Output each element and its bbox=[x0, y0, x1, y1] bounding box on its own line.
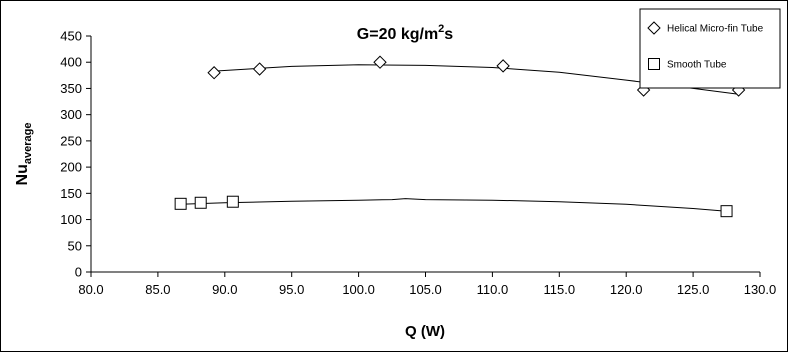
legend-marker-smooth-tube bbox=[648, 58, 660, 70]
y-axis-title-main: Nu bbox=[14, 164, 31, 185]
data-point-smooth-tube bbox=[174, 197, 187, 210]
legend-box bbox=[639, 8, 781, 89]
x-tick-label: 115.0 bbox=[544, 282, 576, 297]
x-tick-label: 130.0 bbox=[744, 282, 777, 297]
x-tick-label: 120.0 bbox=[610, 282, 643, 297]
y-axis-title-subscript: average bbox=[22, 123, 34, 165]
data-point-helical-micro-fin-tube bbox=[207, 66, 221, 80]
y-tick-label: 150 bbox=[60, 186, 82, 201]
chart-title: G=20 kg/m2s bbox=[357, 23, 454, 43]
chart-title-superscript: 2 bbox=[438, 23, 444, 35]
x-tick-label: 125.0 bbox=[677, 282, 710, 297]
data-point-smooth-tube bbox=[720, 205, 733, 218]
legend-label-helical-micro-fin-tube: Helical Micro-fin Tube bbox=[667, 24, 764, 35]
chart-title-tail: s bbox=[444, 26, 453, 43]
y-tick-label: 250 bbox=[60, 133, 82, 148]
y-axis-ticks: 0 50 100 150 200 250 300 350 400 450 bbox=[60, 29, 91, 280]
x-axis-title: Q (W) bbox=[405, 323, 445, 340]
y-axis-title: Nuaverage bbox=[14, 123, 34, 186]
data-point-helical-micro-fin-tube bbox=[252, 62, 267, 76]
y-tick-label: 50 bbox=[68, 238, 82, 253]
series-smooth-tube bbox=[174, 195, 733, 218]
legend: Helical Micro-fin Tube Smooth Tube bbox=[639, 8, 781, 89]
data-point-helical-micro-fin-tube bbox=[373, 55, 387, 69]
trend-line-smooth-tube bbox=[180, 198, 727, 212]
y-tick-label: 200 bbox=[60, 160, 82, 175]
legend-items: Helical Micro-fin Tube Smooth Tube bbox=[647, 21, 764, 71]
legend-label-smooth-tube: Smooth Tube bbox=[667, 60, 727, 71]
y-tick-label: 400 bbox=[60, 55, 82, 70]
x-tick-label: 90.0 bbox=[212, 282, 237, 297]
data-point-helical-micro-fin-tube bbox=[496, 59, 510, 73]
chart-title-main: G=20 kg/m bbox=[357, 26, 438, 43]
y-tick-label: 300 bbox=[60, 107, 82, 122]
x-axis-ticks: 80.0 85.0 90.0 95.0 100.0 105.0 110.0 115.0 120.… bbox=[78, 272, 776, 297]
x-tick-label: 110.0 bbox=[477, 282, 509, 297]
y-tick-label: 0 bbox=[75, 265, 82, 280]
legend-marker-helical-micro-fin-tube bbox=[647, 21, 661, 35]
y-tick-label: 450 bbox=[60, 29, 82, 44]
data-point-smooth-tube bbox=[226, 195, 239, 208]
x-tick-label: 95.0 bbox=[279, 282, 304, 297]
y-tick-label: 100 bbox=[60, 212, 82, 227]
y-tick-label: 350 bbox=[60, 81, 82, 96]
x-tick-label: 100.0 bbox=[342, 282, 375, 297]
data-point-smooth-tube bbox=[194, 196, 207, 209]
x-tick-label: 80.0 bbox=[78, 282, 103, 297]
x-tick-label: 105.0 bbox=[409, 282, 442, 297]
x-tick-label: 85.0 bbox=[145, 282, 170, 297]
